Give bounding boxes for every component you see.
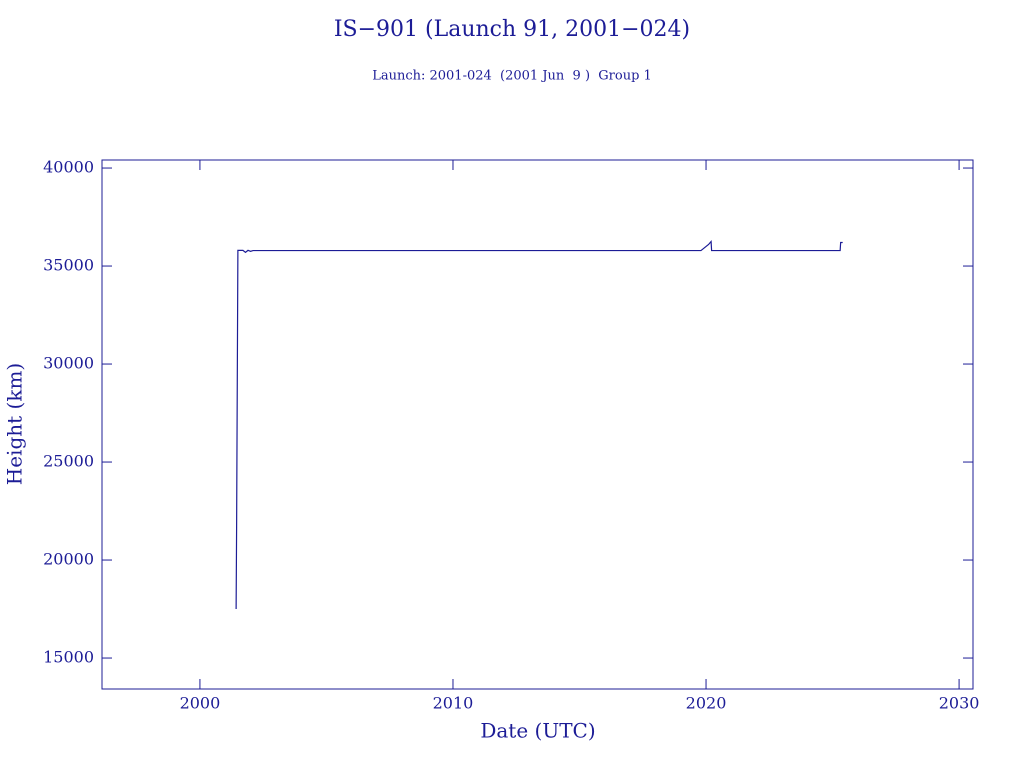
x-axis-label: Date (UTC) xyxy=(480,719,595,743)
y-axis-label: Height (km) xyxy=(3,363,27,485)
y-tick-label: 40000 xyxy=(43,158,94,177)
plot-frame xyxy=(101,159,974,690)
y-tick-label: 25000 xyxy=(43,452,94,471)
y-tick-label: 35000 xyxy=(43,256,94,275)
y-tick-label: 30000 xyxy=(43,354,94,373)
x-tick-label: 2000 xyxy=(180,694,221,713)
y-tick-label: 15000 xyxy=(43,648,94,667)
x-tick-label: 2020 xyxy=(686,694,727,713)
chart-subtitle: Launch: 2001-024 (2001 Jun 9 ) Group 1 xyxy=(372,69,652,84)
chart-title: IS−901 (Launch 91, 2001−024) xyxy=(334,17,690,42)
x-tick-label: 2010 xyxy=(433,694,474,713)
x-tick-label: 2030 xyxy=(939,694,980,713)
data-line xyxy=(235,240,843,610)
y-tick-label: 20000 xyxy=(43,550,94,569)
